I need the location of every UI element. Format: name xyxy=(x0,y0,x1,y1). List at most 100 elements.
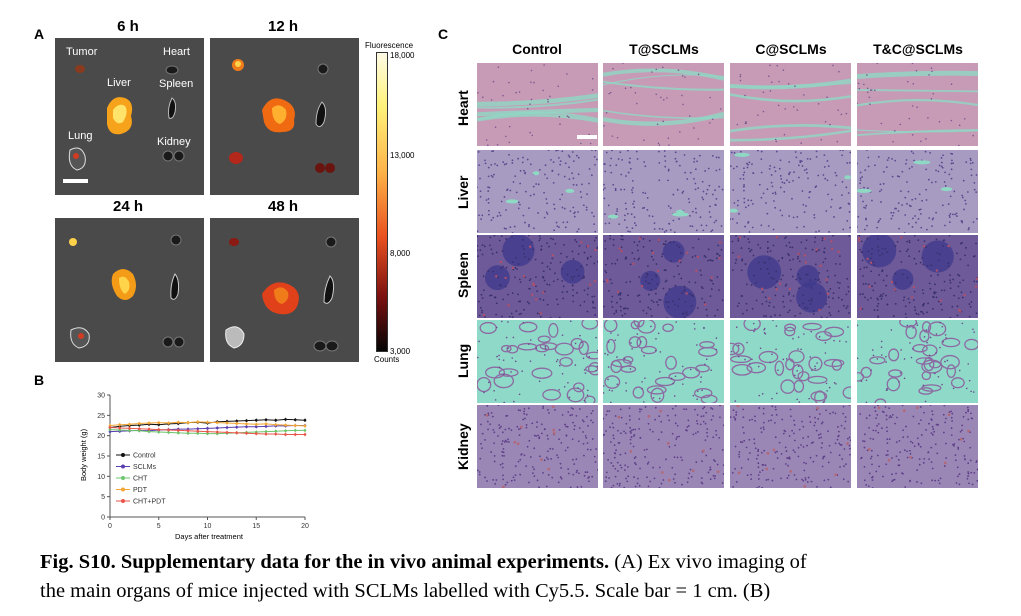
colorbar-tick-18000: 18,000 xyxy=(390,51,415,60)
legend-label: Control xyxy=(133,453,156,460)
data-point xyxy=(303,418,307,422)
column-label-tc-sclms: T&C@SCLMs xyxy=(873,41,963,57)
data-point xyxy=(118,428,122,432)
data-point xyxy=(157,421,161,424)
data-point xyxy=(293,418,297,422)
data-point xyxy=(167,428,170,432)
row-label-lung: Lung xyxy=(455,343,471,378)
panel-b-letter: B xyxy=(34,372,45,388)
panel-c-letter: C xyxy=(438,26,449,42)
histology-image-spleen-2 xyxy=(603,235,724,318)
data-point xyxy=(264,422,268,426)
data-point xyxy=(264,418,268,422)
histology-image-heart-1 xyxy=(477,63,598,146)
panel-a-letter: A xyxy=(34,26,45,42)
histology-image-spleen-4 xyxy=(857,235,978,318)
organ-fluorescence-24h xyxy=(69,234,185,349)
legend-label: CHT xyxy=(133,476,148,483)
data-point xyxy=(176,429,180,432)
data-point xyxy=(293,429,297,432)
data-point xyxy=(206,430,209,433)
data-point xyxy=(254,422,258,426)
legend-label: CHT+PDT xyxy=(133,499,166,506)
histology-image-kidney-3 xyxy=(730,405,851,488)
data-point xyxy=(245,425,248,429)
data-point xyxy=(215,426,219,430)
data-point xyxy=(254,432,258,435)
organ-label-liver: Liver xyxy=(107,77,131,89)
data-point xyxy=(206,420,209,424)
legend-marker xyxy=(121,464,125,469)
data-point xyxy=(264,432,268,436)
x-tick-label: 15 xyxy=(252,523,260,530)
chart-series xyxy=(108,417,307,437)
data-point xyxy=(284,423,287,427)
histology-image-kidney-1 xyxy=(477,405,598,488)
histology-image-lung-1 xyxy=(477,320,598,403)
chart-legend: Control SCLMs CHT PDT CHT+PDT xyxy=(116,453,166,506)
data-point xyxy=(274,429,278,433)
histology-image-liver-4 xyxy=(857,150,978,233)
histology-image-heart-2 xyxy=(603,63,724,146)
organ-label-lung: Lung xyxy=(68,130,93,142)
x-tick-label: 0 xyxy=(108,523,112,530)
y-tick-label: 20 xyxy=(97,433,105,440)
data-point xyxy=(196,420,200,424)
colorbar-tick-3000: 3,000 xyxy=(390,347,411,356)
column-label-t-sclms: T@SCLMs xyxy=(629,41,699,57)
data-point xyxy=(303,429,307,432)
legend-label: SCLMs xyxy=(133,464,156,471)
data-point xyxy=(137,427,141,431)
row-label-spleen: Spleen xyxy=(455,252,471,298)
legend-marker xyxy=(121,453,125,457)
histology-image-spleen-1 xyxy=(477,235,598,318)
data-point xyxy=(225,426,229,429)
data-point xyxy=(157,428,161,431)
x-axis-label: Days after treatment xyxy=(175,532,244,541)
data-point xyxy=(264,430,268,433)
colorbar-tick-8000: 8,000 xyxy=(390,249,411,258)
histology-image-heart-3 xyxy=(730,63,851,146)
data-point xyxy=(274,432,278,436)
x-tick-label: 5 xyxy=(157,523,161,530)
data-point xyxy=(254,418,258,422)
data-point xyxy=(303,424,307,428)
row-label-liver: Liver xyxy=(455,175,471,209)
legend-marker xyxy=(121,487,125,492)
ex-vivo-image-24h xyxy=(55,218,204,362)
data-point xyxy=(128,427,131,430)
scale-bar xyxy=(63,179,88,183)
row-label-heart: Heart xyxy=(455,90,471,126)
x-tick-label: 10 xyxy=(204,523,212,530)
data-point xyxy=(284,418,287,421)
histology-image-spleen-3 xyxy=(730,235,851,318)
data-point xyxy=(264,425,268,428)
histology-image-lung-2 xyxy=(603,320,724,403)
data-point xyxy=(245,422,248,426)
x-tick-label: 20 xyxy=(301,523,309,530)
data-point xyxy=(215,430,219,434)
data-point xyxy=(274,418,278,422)
data-point xyxy=(118,426,122,430)
data-point xyxy=(108,428,112,431)
data-point xyxy=(303,433,307,436)
y-tick-label: 10 xyxy=(97,474,105,481)
organ-label-tumor: Tumor xyxy=(66,46,98,58)
organ-label-kidney: Kidney xyxy=(157,136,191,148)
y-tick-label: 15 xyxy=(97,454,105,461)
chart-axes: 0 5 10 15 20 25 30 0 5 10 15 20 xyxy=(97,393,309,531)
organ-fluorescence-48h xyxy=(225,236,339,352)
histology-image-lung-4 xyxy=(857,320,978,403)
y-axis-label: Body weight (g) xyxy=(79,428,88,481)
colorbar-tick-13000: 13,000 xyxy=(390,151,415,160)
caption-line-1-rest: (A) Ex vivo imaging of xyxy=(609,551,807,573)
caption-line-1: Fig. S10. Supplementary data for the in … xyxy=(40,549,807,576)
data-point xyxy=(137,422,141,425)
caption-bold: Fig. S10. Supplementary data for the in … xyxy=(40,551,610,573)
data-point xyxy=(196,427,200,431)
data-point xyxy=(235,431,239,435)
histology-image-kidney-2 xyxy=(603,405,724,488)
colorbar-title: Fluorescence xyxy=(365,41,414,50)
legend-label: PDT xyxy=(133,487,148,494)
